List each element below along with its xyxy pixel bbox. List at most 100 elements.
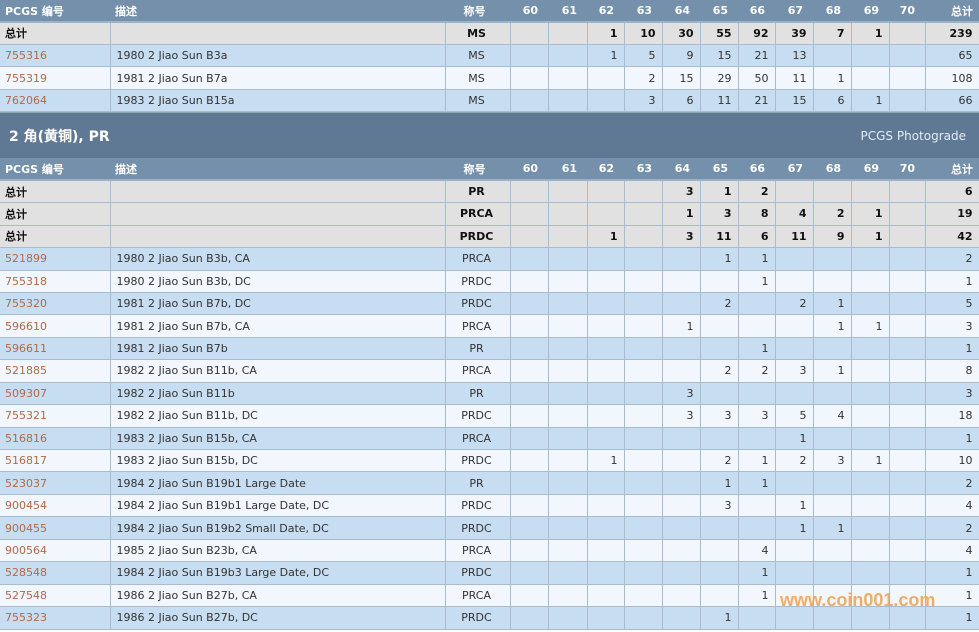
grade-count-cell: 1	[662, 314, 701, 338]
col-header-grade[interactable]: 63	[624, 0, 662, 23]
pcgs-number-link[interactable]: 755321	[0, 404, 111, 428]
col-header-grade[interactable]: 68	[813, 0, 851, 23]
total-cell: 42	[925, 225, 979, 249]
col-header-grade[interactable]: 61	[548, 158, 587, 182]
pcgs-number-link[interactable]: 516816	[0, 427, 111, 451]
grade-count-cell	[813, 337, 852, 361]
pcgs-number-link[interactable]: 755320	[0, 292, 111, 316]
pcgs-number-link[interactable]: 900454	[0, 494, 111, 518]
col-header-grade[interactable]: 68	[813, 158, 851, 182]
col-header-id[interactable]: PCGS 编号	[0, 158, 110, 182]
grade-count-cell	[624, 337, 663, 361]
grade-count-cell	[624, 584, 663, 608]
grade-count-cell	[510, 22, 549, 45]
pcgs-number-link[interactable]: 900564	[0, 539, 111, 563]
grade-count-cell: 1	[738, 561, 776, 585]
grade-count-cell	[813, 539, 852, 563]
col-header-total[interactable]: 总计	[925, 0, 979, 23]
col-header-desc[interactable]: 描述	[110, 158, 445, 182]
col-header-grade[interactable]: 67	[775, 0, 813, 23]
pcgs-number-link[interactable]: 528548	[0, 561, 111, 585]
pcgs-number-link[interactable]: 596610	[0, 314, 111, 338]
grade-count-cell: 2	[775, 449, 814, 473]
description-cell: 1982 2 Jiao Sun B11b, DC	[110, 404, 446, 428]
col-header-grade[interactable]: 64	[662, 0, 700, 23]
col-header-designation[interactable]: 称号	[445, 158, 510, 182]
grade-count-cell: 6	[738, 225, 776, 249]
grade-count-cell	[738, 516, 776, 540]
pcgs-number-link[interactable]: 755316	[0, 44, 111, 68]
grade-count-cell	[889, 314, 926, 338]
col-header-grade[interactable]: 67	[775, 158, 813, 182]
pcgs-number-link[interactable]: 521899	[0, 247, 111, 271]
col-header-grade[interactable]: 65	[700, 0, 738, 23]
grade-count-cell	[889, 337, 926, 361]
grade-count-cell	[510, 270, 549, 293]
col-header-grade[interactable]: 63	[624, 158, 662, 182]
description-cell: 1985 2 Jiao Sun B23b, CA	[110, 539, 446, 563]
grade-count-cell: 3	[700, 404, 739, 428]
photograde-link[interactable]: PCGS Photograde	[860, 128, 966, 143]
total-cell: 10	[925, 449, 979, 473]
grade-count-cell	[624, 314, 663, 338]
grade-count-cell	[510, 539, 549, 563]
grade-count-cell	[624, 561, 663, 585]
col-header-grade[interactable]: 66	[738, 0, 775, 23]
table-row: 755320 1981 2 Jiao Sun B7b, DC PRDC 2 2 1 5	[0, 292, 979, 316]
grade-count-cell	[548, 584, 588, 608]
grade-count-cell: 92	[738, 22, 776, 45]
col-header-grade[interactable]: 61	[548, 0, 587, 23]
grade-count-cell	[548, 359, 588, 383]
pcgs-number-link[interactable]: 762064	[0, 89, 111, 113]
pcgs-number-link[interactable]: 509307	[0, 382, 111, 406]
pcgs-number-link[interactable]: 523037	[0, 471, 111, 495]
designation-cell: PRDC	[445, 494, 511, 518]
grade-count-cell: 13	[775, 44, 814, 68]
grade-count-cell	[548, 225, 588, 249]
designation-cell: PRCA	[445, 359, 511, 383]
grade-count-cell	[700, 584, 739, 608]
col-header-total[interactable]: 总计	[925, 158, 979, 182]
col-header-grade[interactable]: 65	[700, 158, 738, 182]
col-header-id[interactable]: PCGS 编号	[0, 0, 110, 23]
description-cell: 1986 2 Jiao Sun B27b, DC	[110, 606, 446, 630]
col-header-grade[interactable]: 60	[510, 158, 548, 182]
grade-count-cell	[662, 516, 701, 540]
col-header-grade[interactable]: 62	[587, 0, 624, 23]
grade-count-cell	[775, 561, 814, 585]
col-header-grade[interactable]: 64	[662, 158, 700, 182]
col-header-grade[interactable]: 70	[889, 0, 925, 23]
pcgs-number-link[interactable]: 900455	[0, 516, 111, 540]
grade-count-cell	[548, 44, 588, 68]
col-header-grade[interactable]: 66	[738, 158, 775, 182]
grade-count-cell	[624, 359, 663, 383]
col-header-grade[interactable]: 69	[851, 158, 889, 182]
grade-count-cell: 15	[662, 66, 701, 90]
pcgs-number-link[interactable]: 521885	[0, 359, 111, 383]
pcgs-number-link[interactable]: 755319	[0, 66, 111, 90]
grade-count-cell	[813, 561, 852, 585]
grade-count-cell	[548, 314, 588, 338]
total-cell: 1	[925, 584, 979, 608]
col-header-desc[interactable]: 描述	[110, 0, 445, 23]
grade-count-cell	[624, 225, 663, 249]
pcgs-number-link[interactable]: 516817	[0, 449, 111, 473]
grade-count-cell	[548, 66, 588, 90]
pcgs-number-link[interactable]: 755323	[0, 606, 111, 630]
col-header-grade[interactable]: 62	[587, 158, 624, 182]
col-header-grade[interactable]: 60	[510, 0, 548, 23]
pcgs-number-link[interactable]: 596611	[0, 337, 111, 361]
grade-count-cell	[889, 606, 926, 630]
total-cell: 1	[925, 270, 979, 293]
col-header-grade[interactable]: 69	[851, 0, 889, 23]
grade-count-cell	[587, 66, 625, 90]
grade-count-cell: 2	[700, 359, 739, 383]
pcgs-number-link[interactable]: 755318	[0, 270, 111, 293]
grade-count-cell: 1	[851, 89, 890, 113]
grade-count-cell	[813, 606, 852, 630]
col-header-grade[interactable]: 70	[889, 158, 925, 182]
col-header-designation[interactable]: 称号	[445, 0, 510, 23]
total-cell: 239	[925, 22, 979, 45]
grade-count-cell	[813, 180, 852, 204]
pcgs-number-link[interactable]: 527548	[0, 584, 111, 608]
